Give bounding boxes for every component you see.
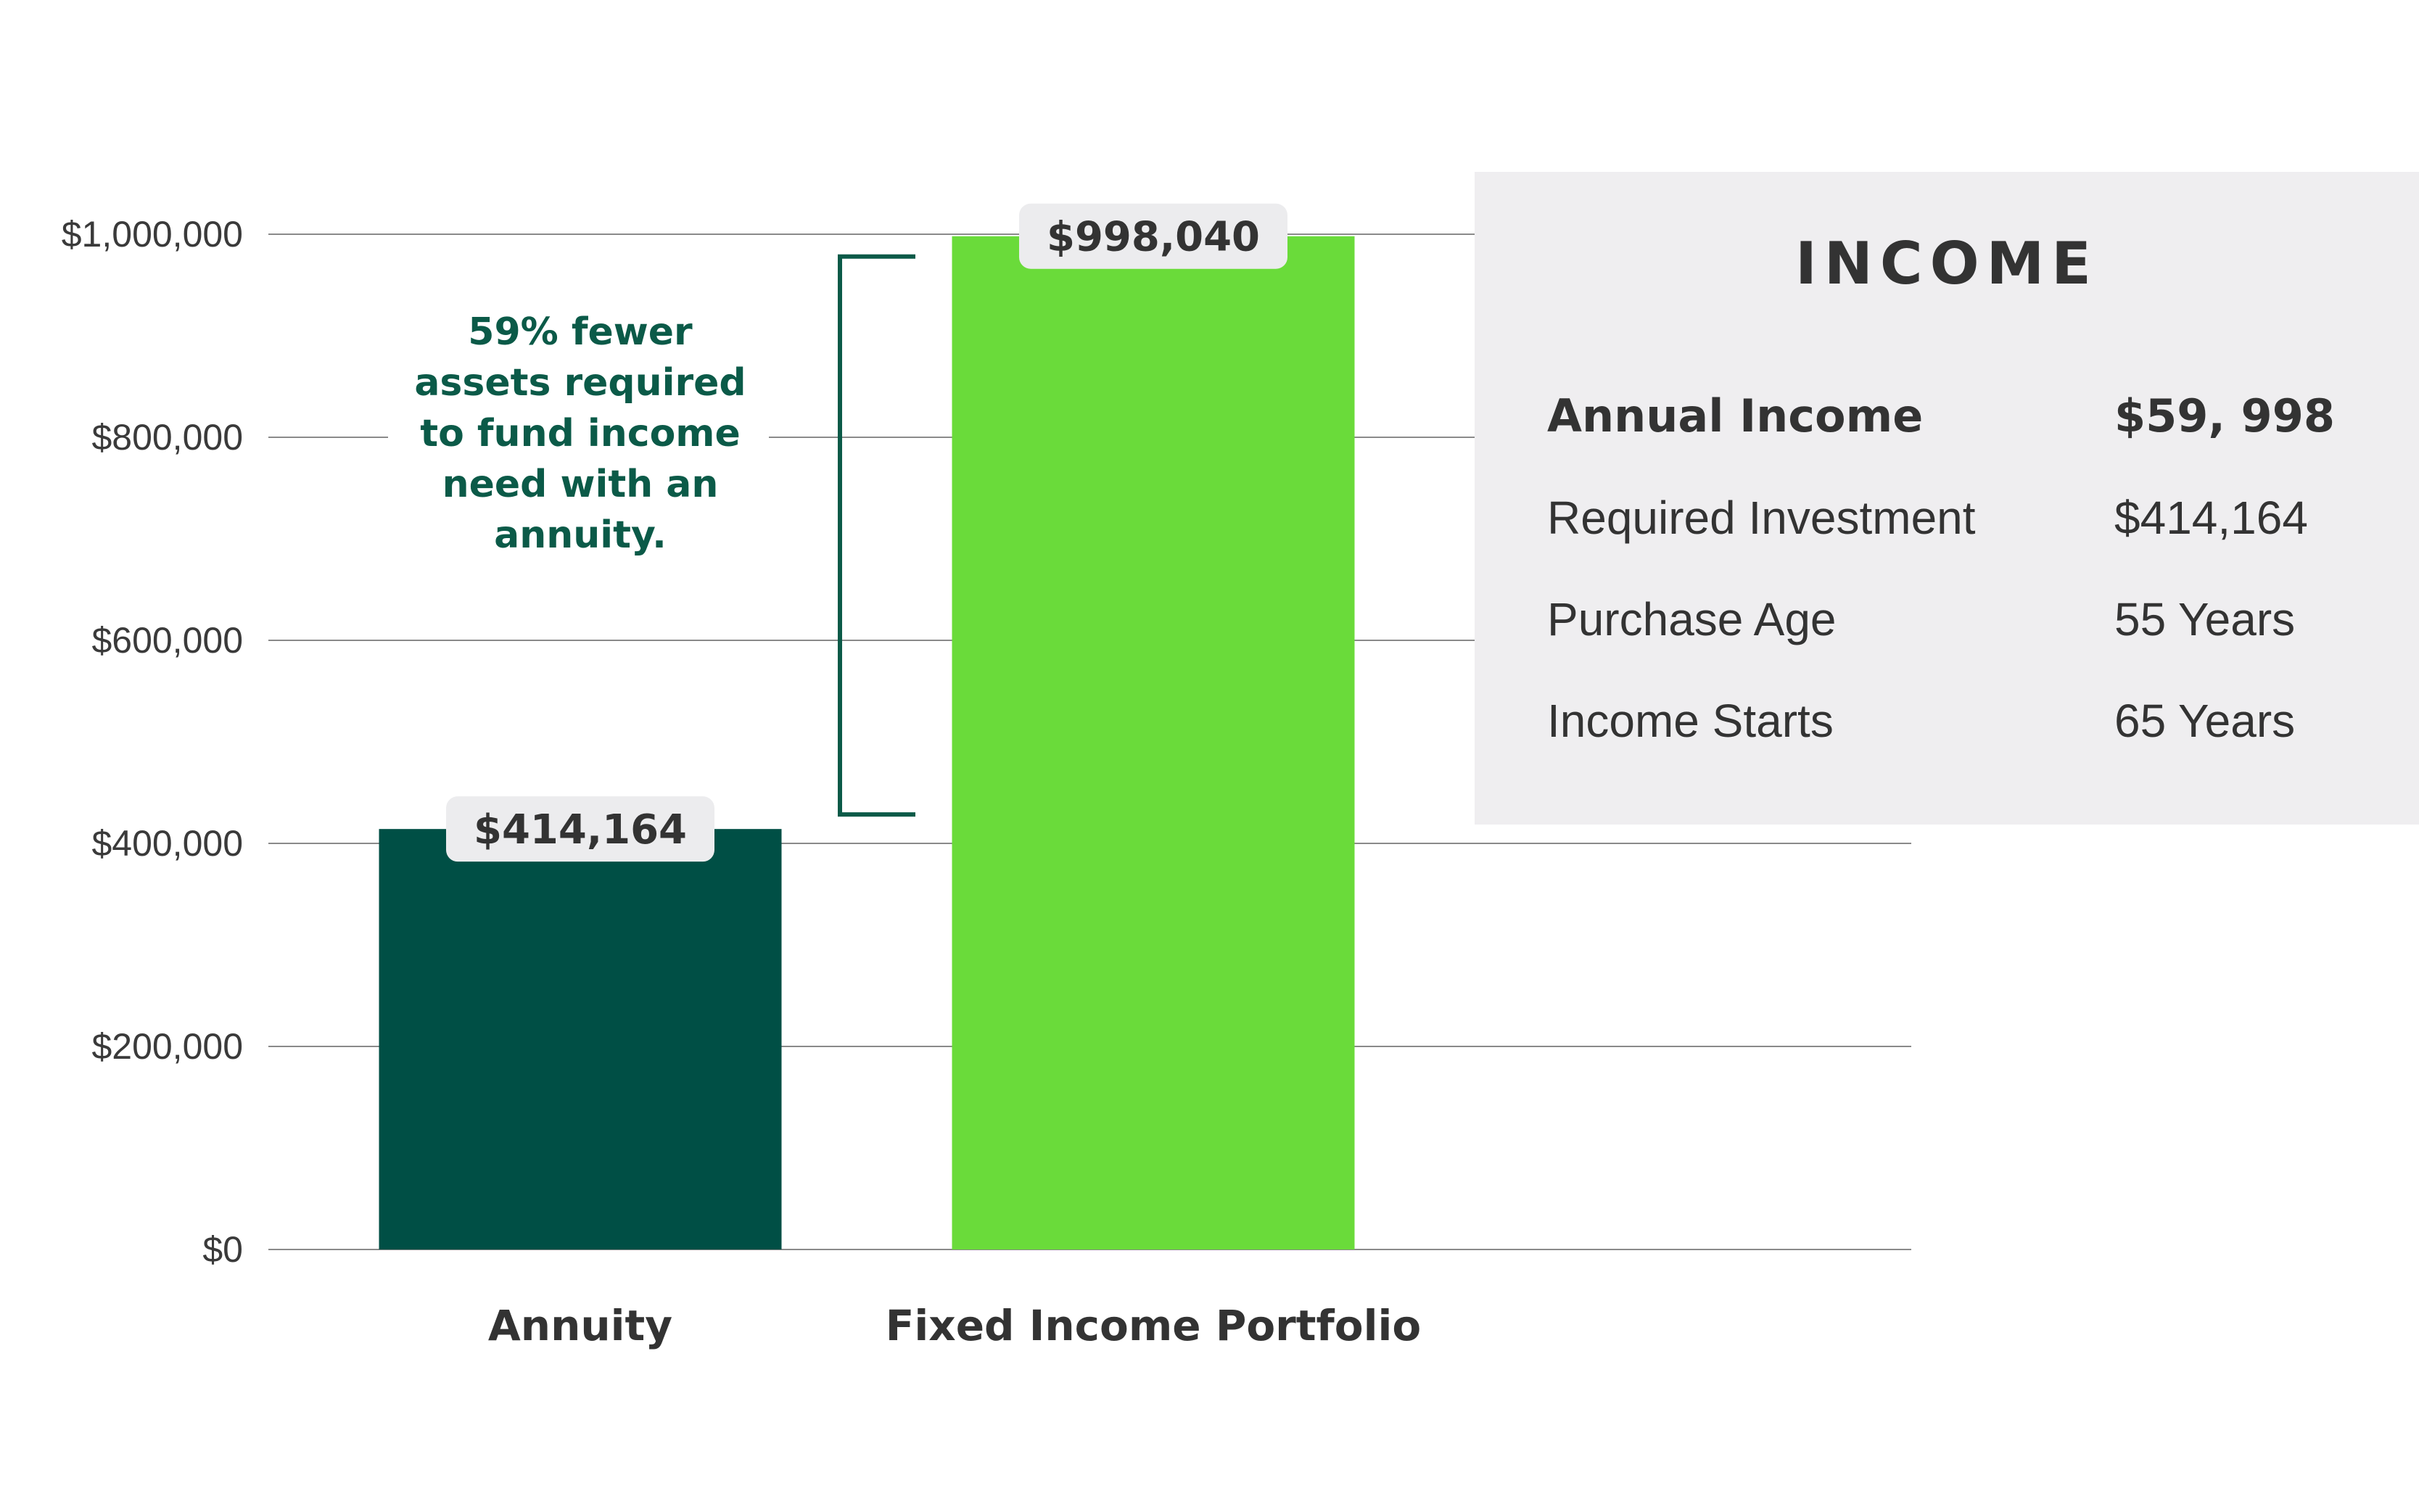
y-tick-label: $400,000 <box>91 823 243 864</box>
bar <box>952 236 1355 1249</box>
income-row-label: Income Starts <box>1547 695 1834 747</box>
annotation-background <box>388 297 769 566</box>
y-tick-label: $800,000 <box>91 417 243 458</box>
income-row-required-investment: Required Investment $414,164 <box>1547 491 2390 556</box>
y-tick-label: $200,000 <box>91 1026 243 1067</box>
income-row-value: 55 Years <box>2114 593 2296 645</box>
bar <box>379 829 782 1249</box>
annotation-line: to fund income <box>420 412 741 455</box>
annotation-line: assets required <box>414 361 746 405</box>
annotation-line: 59% fewer <box>468 310 693 354</box>
income-row-value: $59, 998 <box>2114 389 2335 442</box>
income-row-annual-income: Annual Income $59, 998 <box>1547 389 2390 455</box>
value-label-box <box>446 796 714 862</box>
income-row-label: Required Investment <box>1547 492 1976 544</box>
income-row-value: 65 Years <box>2114 695 2296 747</box>
income-panel: INCOME Annual Income $59, 998 Required I… <box>1475 172 2419 825</box>
income-row-income-starts: Income Starts 65 Years <box>1547 694 2390 759</box>
y-tick-label: $1,000,000 <box>62 214 243 255</box>
value-label: $998,040 <box>1047 214 1260 261</box>
value-label-box <box>1019 203 1287 269</box>
annotation-line: annuity. <box>494 513 667 557</box>
income-title: INCOME <box>1795 230 2098 297</box>
income-row-label: Purchase Age <box>1547 593 1837 645</box>
y-tick-label: $600,000 <box>91 620 243 661</box>
income-row-value: $414,164 <box>2114 492 2308 544</box>
difference-bracket <box>838 254 915 817</box>
income-row-purchase-age: Purchase Age 55 Years <box>1547 592 2390 658</box>
annotation-line: need with an <box>442 463 719 506</box>
category-label: Annuity <box>488 1301 672 1350</box>
income-row-label: Annual Income <box>1547 389 1924 442</box>
value-label: $414,164 <box>474 806 687 854</box>
category-label: Fixed Income Portfolio <box>886 1301 1421 1350</box>
y-tick-label: $0 <box>202 1229 243 1270</box>
